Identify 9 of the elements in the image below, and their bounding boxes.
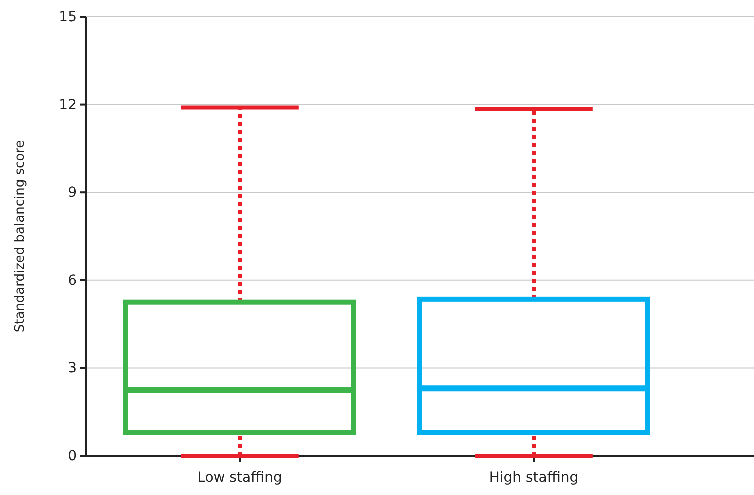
y-tick-label: 3 [68,360,77,377]
y-axis-title: Standardized balancing score [13,140,28,333]
y-tick-label: 9 [68,185,77,202]
y-tick-label: 12 [59,97,77,114]
x-tick-label: High staffing [489,470,579,486]
y-tick-label: 15 [59,9,77,26]
y-tick-label: 6 [68,272,78,289]
x-tick-label: Low staffing [198,470,282,486]
y-tick-label: 0 [68,448,77,464]
